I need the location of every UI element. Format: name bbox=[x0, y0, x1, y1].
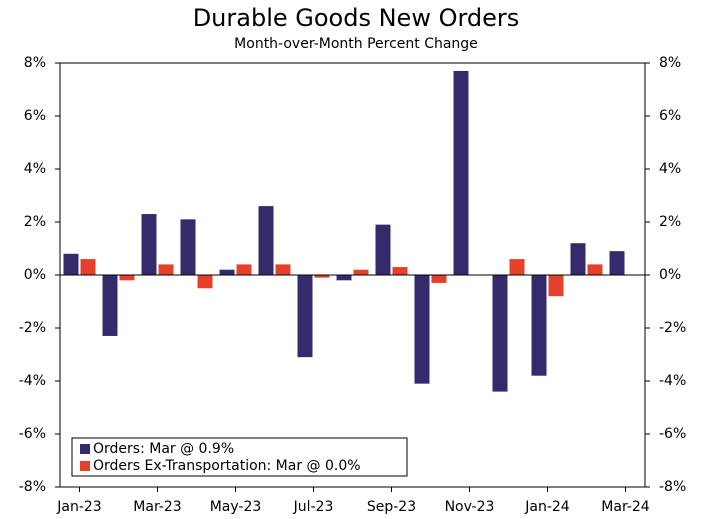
legend-label: Orders: Mar @ 0.9% bbox=[93, 441, 234, 457]
x-tick-label: Sep-23 bbox=[367, 499, 416, 515]
y-tick-label: 0% bbox=[24, 267, 46, 283]
chart-subtitle: Month-over-Month Percent Change bbox=[234, 36, 478, 52]
legend-swatch bbox=[80, 444, 90, 454]
x-tick-label: Mar-23 bbox=[133, 499, 181, 515]
bar bbox=[414, 275, 430, 384]
chart-title: Durable Goods New Orders bbox=[193, 4, 520, 32]
x-tick-label: Jul-23 bbox=[293, 499, 334, 515]
y2-tick-label: -2% bbox=[659, 320, 686, 336]
y-tick-label: 8% bbox=[24, 55, 46, 71]
bar bbox=[509, 259, 525, 275]
bar bbox=[492, 275, 508, 392]
bar bbox=[353, 269, 369, 275]
x-tick-label: Jan-24 bbox=[524, 499, 570, 515]
bar bbox=[102, 275, 118, 336]
legend: Orders: Mar @ 0.9%Orders Ex-Transportati… bbox=[71, 437, 408, 477]
y-tick-label: -2% bbox=[19, 320, 46, 336]
plot-frame bbox=[59, 62, 646, 488]
y-tick-label: -4% bbox=[19, 373, 46, 389]
bar bbox=[587, 264, 603, 275]
x-tick-label: Nov-23 bbox=[445, 499, 495, 515]
bar bbox=[336, 275, 352, 281]
bar bbox=[219, 269, 235, 275]
bar bbox=[375, 224, 391, 275]
x-tick-label: May-23 bbox=[210, 499, 262, 515]
y-tick-label: 4% bbox=[24, 161, 46, 177]
y2-tick-label: 2% bbox=[659, 214, 681, 230]
bar bbox=[314, 275, 330, 278]
y2-tick-label: 6% bbox=[659, 108, 681, 124]
bar bbox=[236, 264, 252, 275]
y2-tick-label: -4% bbox=[659, 373, 686, 389]
bar bbox=[431, 275, 447, 283]
bar bbox=[609, 251, 625, 275]
bar bbox=[258, 206, 274, 275]
legend-box bbox=[71, 437, 408, 477]
y2-tick-label: -8% bbox=[659, 479, 686, 495]
y2-tick-label: 0% bbox=[659, 267, 681, 283]
bar bbox=[80, 259, 96, 275]
bar bbox=[297, 275, 313, 358]
x-tick-label: Mar-24 bbox=[601, 499, 649, 515]
legend-label: Orders Ex-Transportation: Mar @ 0.0% bbox=[93, 458, 361, 474]
bar bbox=[570, 243, 586, 275]
bar bbox=[180, 219, 196, 275]
y-tick-label: 2% bbox=[24, 214, 46, 230]
bar bbox=[453, 70, 469, 275]
bar bbox=[548, 275, 564, 297]
x-tick-label: Jan-23 bbox=[56, 499, 101, 515]
bar bbox=[63, 253, 79, 275]
bar bbox=[141, 214, 157, 275]
bar bbox=[158, 264, 174, 275]
y2-tick-label: 8% bbox=[659, 55, 681, 71]
bar bbox=[197, 275, 213, 289]
y-tick-label: -6% bbox=[19, 426, 46, 442]
legend-swatch bbox=[80, 461, 90, 471]
bar bbox=[531, 275, 547, 376]
y-tick-label: 6% bbox=[24, 108, 46, 124]
bar bbox=[119, 275, 135, 281]
y2-tick-label: 4% bbox=[659, 161, 681, 177]
bar bbox=[392, 267, 408, 275]
y-tick-label: -8% bbox=[19, 479, 46, 495]
y2-tick-label: -6% bbox=[659, 426, 686, 442]
bar bbox=[275, 264, 291, 275]
